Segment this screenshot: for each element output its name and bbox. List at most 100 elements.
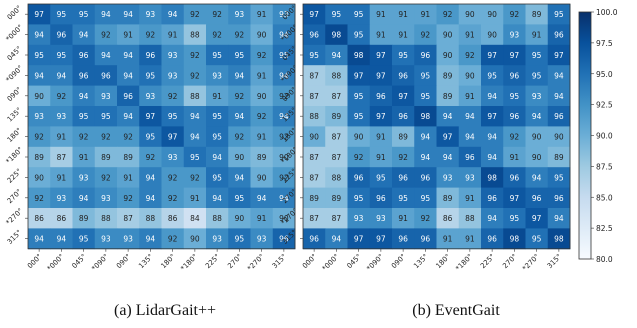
cell-value-label: 94 (123, 71, 133, 80)
cell-value-label: 91 (398, 214, 408, 223)
cell-value-label: 96 (354, 173, 364, 182)
cell-value-label: 96 (532, 194, 542, 203)
x-tick-label: 135° (412, 253, 430, 271)
heatmap-cell (228, 146, 251, 168)
heatmap-cell (392, 146, 415, 168)
cell-value-label: 97 (34, 10, 44, 19)
y-tick-label: 180° (6, 126, 24, 144)
cell-value-label: 92 (168, 92, 178, 101)
heatmap-cell (206, 106, 229, 127)
cell-value-label: 90 (235, 153, 245, 162)
cell-value-label: 94 (57, 71, 67, 80)
cell-value-label: 89 (443, 194, 453, 203)
cell-value-label: 94 (146, 235, 156, 244)
heatmap-cell (250, 208, 274, 229)
cell-value-label: 91 (443, 235, 453, 244)
cell-value-label: 94 (532, 173, 542, 182)
heatmap-cell (303, 228, 326, 250)
x-tick-label: *180° (454, 253, 474, 273)
cell-value-label: 95 (354, 10, 364, 19)
cell-value-label: 91 (212, 92, 222, 101)
cell-value-label: 89 (257, 153, 267, 162)
heatmap-cell (94, 187, 118, 209)
cell-value-label: 92 (465, 51, 475, 60)
heatmap-cell (458, 208, 482, 229)
cell-value-label: 90 (190, 235, 200, 244)
heatmap-cell (250, 44, 274, 66)
heatmap-cell (28, 208, 51, 229)
cell-value-label: 90 (465, 71, 475, 80)
heatmap-cell (228, 126, 251, 148)
y-tick-label: 225° (6, 167, 24, 185)
cell-value-label: 94 (532, 112, 542, 121)
heatmap-cell (50, 4, 73, 25)
cell-value-label: 96 (79, 71, 89, 80)
cell-value-label: 90 (279, 214, 289, 223)
heatmap-cell (481, 167, 504, 188)
cell-value-label: 87 (57, 153, 67, 162)
cell-value-label: 92 (190, 173, 200, 182)
cell-value-label: 96 (554, 112, 564, 121)
cell-value-label: 96 (510, 71, 520, 80)
cell-value-label: 88 (190, 31, 200, 40)
x-tick-label: 225° (204, 253, 222, 271)
heatmap-cell (303, 106, 326, 127)
cell-value-label: 96 (510, 112, 520, 121)
heatmap-cell (272, 65, 296, 86)
heatmap-cell (436, 228, 460, 250)
heatmap-cell (547, 106, 571, 127)
heatmap-cell (481, 65, 504, 86)
heatmap-cell (547, 24, 571, 46)
cell-value-label: 88 (465, 214, 475, 223)
x-tick-label: *270° (246, 253, 266, 273)
cell-value-label: 93 (212, 235, 222, 244)
heatmap-cell (392, 44, 415, 66)
cell-value-label: 95 (212, 51, 222, 60)
heatmap-cell (458, 24, 482, 46)
heatmap-cell (272, 4, 296, 25)
heatmap-cell (72, 126, 96, 148)
heatmap-cell (117, 44, 140, 66)
x-tick-label: 180° (434, 253, 452, 271)
heatmap-cell (369, 24, 393, 46)
heatmap-cell (436, 24, 460, 46)
cell-value-label: 96 (421, 51, 431, 60)
cell-value-label: 91 (465, 92, 475, 101)
heatmap-cell (547, 126, 571, 148)
x-tick-label: *000° (321, 253, 341, 273)
cell-value-label: 94 (146, 173, 156, 182)
cell-value-label: 97 (376, 112, 386, 121)
heatmap-cell (369, 65, 393, 86)
heatmap-cell (392, 187, 415, 209)
cell-value-label: 96 (101, 71, 111, 80)
cell-value-label: 91 (190, 194, 200, 203)
cell-value-label: 94 (487, 92, 497, 101)
cell-value-label: 98 (421, 112, 431, 121)
heatmap-cell (94, 167, 118, 188)
cell-value-label: 91 (168, 31, 178, 40)
cell-value-label: 92 (123, 194, 133, 203)
cell-value-label: 87 (332, 133, 342, 142)
heatmap-cell (303, 126, 326, 148)
cell-value-label: 95 (168, 112, 178, 121)
cell-value-label: 87 (332, 92, 342, 101)
heatmap-cell (547, 65, 571, 86)
heatmap-cell (50, 146, 73, 168)
cell-value-label: 96 (376, 194, 386, 203)
heatmap-cell (458, 187, 482, 209)
cell-value-label: 95 (354, 112, 364, 121)
heatmap-cell (139, 106, 162, 127)
cell-value-label: 93 (279, 10, 289, 19)
cell-value-label: 98 (332, 31, 342, 40)
heatmap-cell (161, 44, 185, 66)
cell-value-label: 97 (532, 214, 542, 223)
heatmap-cell (325, 228, 348, 250)
cell-value-label: 91 (257, 71, 267, 80)
cell-value-label: 94 (257, 194, 267, 203)
cell-value-label: 92 (79, 133, 89, 142)
heatmap-cell (161, 228, 185, 250)
cell-value-label: 95 (532, 235, 542, 244)
cell-value-label: 95 (57, 51, 67, 60)
cell-value-label: 92 (279, 133, 289, 142)
